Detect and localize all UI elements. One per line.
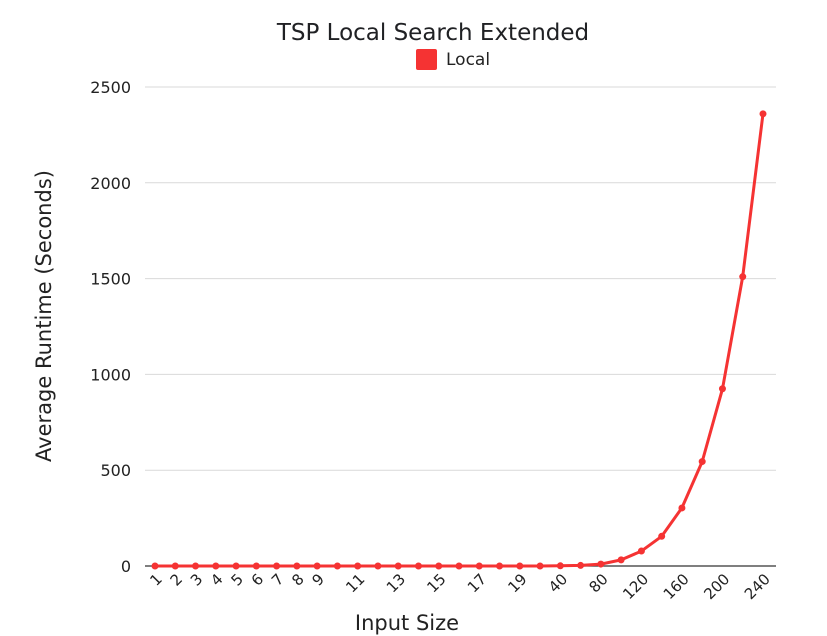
data-point [435,562,443,570]
data-point [313,562,321,570]
x-tick-label: 80 [585,570,611,596]
x-tick-label: 120 [619,570,652,603]
data-point [718,385,726,393]
x-tick-label: 1 [146,570,165,589]
x-tick-label: 19 [504,570,530,596]
x-tick-label: 2 [167,570,186,589]
data-point [658,532,666,540]
gridlines [145,86,776,567]
data-point [637,547,645,555]
data-point [252,562,260,570]
data-point [394,562,402,570]
data-point [556,562,564,570]
x-tick-label: 15 [423,570,449,596]
x-tick-label: 13 [383,570,409,596]
data-point [698,458,706,466]
x-tick-label: 160 [660,570,693,603]
legend-swatch-local [416,49,437,70]
data-point [739,273,747,281]
data-point [192,562,200,570]
data-point [273,562,281,570]
data-point [333,562,341,570]
data-point [151,562,159,570]
data-point [516,562,524,570]
data-point [212,562,220,570]
y-tick-label: 2500 [90,78,131,97]
y-tick-label: 1000 [90,365,131,384]
x-tick-label: 40 [545,570,571,596]
x-tick-label: 6 [248,570,267,589]
y-tick-label: 2000 [90,174,131,193]
data-point [354,562,362,570]
data-point [759,110,767,118]
data-point [374,562,382,570]
data-point [577,561,585,569]
x-tick-label: 11 [342,570,368,596]
x-tick-label: 5 [227,570,246,589]
y-axis-label: Average Runtime (Seconds) [32,170,56,462]
chart-title: TSP Local Search Extended [276,20,589,46]
data-point [455,562,463,570]
data-point [617,556,625,564]
y-tick-label: 500 [100,461,131,480]
series-line-local [155,113,765,568]
x-tick-label: 4 [207,570,226,589]
x-tick-label: 17 [464,570,490,596]
series-local [151,110,767,570]
x-tick-label: 8 [288,570,307,589]
data-point [678,504,686,512]
y-tick-label: 0 [121,557,131,576]
data-point [171,562,179,570]
data-point [496,562,504,570]
x-tick-label: 3 [187,570,206,589]
x-tick-label: 9 [308,570,327,589]
data-point [536,562,544,570]
data-point [597,560,605,568]
x-axis-ticks: 1 2 3 4 5 6 7 8 9 11 13 15 17 19 40 80 120 160 200 240 [146,570,773,603]
data-point [475,562,483,570]
legend: Local [416,49,490,70]
data-point [232,562,240,570]
y-axis-ticks: 0 500 1000 1500 2000 2500 [90,78,131,576]
y-tick-label: 1500 [90,270,131,289]
x-axis-label: Input Size [355,611,459,635]
x-tick-label: 240 [741,570,774,603]
legend-label-local: Local [446,50,490,70]
data-point [414,562,422,570]
x-tick-label: 200 [700,570,733,603]
data-point [293,562,301,570]
x-tick-label: 7 [268,570,287,589]
